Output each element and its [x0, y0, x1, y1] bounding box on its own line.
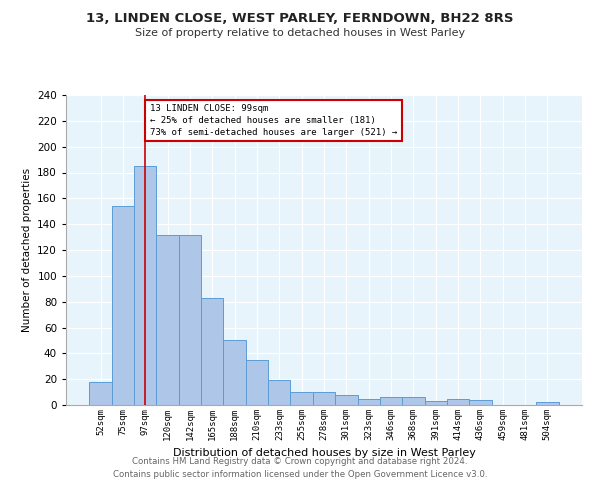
Text: 13 LINDEN CLOSE: 99sqm
← 25% of detached houses are smaller (181)
73% of semi-de: 13 LINDEN CLOSE: 99sqm ← 25% of detached…: [150, 104, 397, 136]
Bar: [201, 298, 223, 405]
Text: Contains public sector information licensed under the Open Government Licence v3: Contains public sector information licen…: [113, 470, 487, 479]
Bar: [313, 392, 335, 405]
Bar: [447, 398, 469, 405]
Bar: [223, 340, 246, 405]
Bar: [469, 400, 491, 405]
Bar: [380, 397, 402, 405]
Text: Contains HM Land Registry data © Crown copyright and database right 2024.: Contains HM Land Registry data © Crown c…: [132, 458, 468, 466]
Y-axis label: Number of detached properties: Number of detached properties: [22, 168, 32, 332]
Bar: [335, 394, 358, 405]
Bar: [134, 166, 157, 405]
Bar: [402, 397, 425, 405]
Text: Size of property relative to detached houses in West Parley: Size of property relative to detached ho…: [135, 28, 465, 38]
Bar: [290, 392, 313, 405]
Bar: [536, 402, 559, 405]
Bar: [157, 234, 179, 405]
Bar: [425, 401, 447, 405]
Bar: [358, 398, 380, 405]
Bar: [268, 380, 290, 405]
Text: 13, LINDEN CLOSE, WEST PARLEY, FERNDOWN, BH22 8RS: 13, LINDEN CLOSE, WEST PARLEY, FERNDOWN,…: [86, 12, 514, 26]
X-axis label: Distribution of detached houses by size in West Parley: Distribution of detached houses by size …: [173, 448, 475, 458]
Bar: [89, 382, 112, 405]
Bar: [246, 360, 268, 405]
Bar: [179, 234, 201, 405]
Bar: [112, 206, 134, 405]
